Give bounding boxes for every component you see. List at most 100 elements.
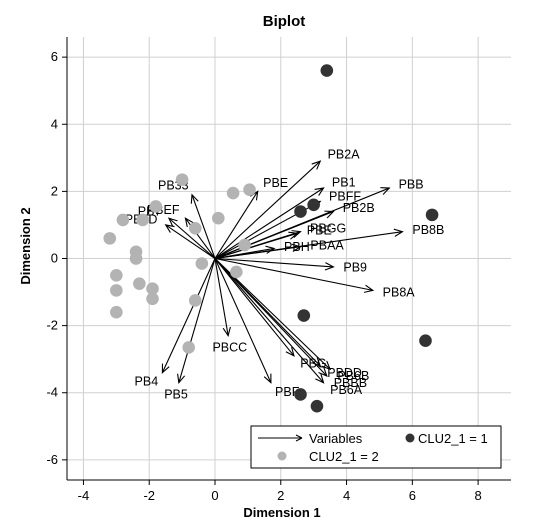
variable-label: PB1 <box>332 176 356 190</box>
cluster2-point <box>136 213 149 227</box>
variable-arrow-line <box>214 258 295 357</box>
cluster2-point <box>133 277 146 290</box>
cluster2-point <box>146 282 159 296</box>
variable-arrows: PB2APB1PBFFPBBPB2BPB8BPBGGPBEPBEPBAAPBHP… <box>125 147 445 401</box>
cluster2-point <box>188 221 202 235</box>
variable-label: PBE <box>263 176 288 190</box>
x-tick-label: 6 <box>409 488 416 503</box>
variable-label: PB2B <box>343 201 375 215</box>
legend: Variables CLU2_1 = 1 CLU2_1 = 2 <box>250 425 502 469</box>
variable-arrow-head <box>285 346 295 357</box>
variable-arrow-line <box>214 258 328 377</box>
variable-arrow-head <box>184 217 194 228</box>
legend-cluster2-label: CLU2_1 = 2 <box>309 449 379 464</box>
x-tick-label: 4 <box>343 488 350 503</box>
x-axis-title: Dimension 1 <box>243 505 320 520</box>
variable-arrow-line <box>214 258 272 383</box>
variable-arrow-head <box>291 230 302 239</box>
variable-arrow: PB2B <box>214 201 375 260</box>
variable-arrow-head <box>265 245 276 254</box>
y-tick-label: 6 <box>51 49 58 64</box>
cluster1-point <box>320 64 334 77</box>
variable-arrow-head <box>380 187 391 195</box>
variable-arrow-head <box>222 326 231 338</box>
variable-arrow: PBBB <box>214 258 367 390</box>
variable-arrow-head <box>318 367 328 377</box>
cluster2-point <box>116 213 130 227</box>
variable-arrow: PB1 <box>214 176 356 259</box>
variable-label: PB6B <box>337 369 369 383</box>
variable-label: PBF <box>275 385 300 399</box>
cluster2-point <box>110 268 123 282</box>
cluster2-point <box>238 238 251 252</box>
cluster2-point <box>243 183 256 197</box>
variable-arrow-line <box>214 257 373 291</box>
legend-variables-label: Variables <box>309 431 363 446</box>
variable-arrow-head <box>315 373 325 384</box>
variable-label: PB6A <box>330 383 363 397</box>
variable-arrow: PB4 <box>135 258 216 389</box>
legend-arrow-head <box>295 434 303 442</box>
y-axis-title: Dimension 2 <box>18 207 33 284</box>
cluster2-point <box>129 252 143 265</box>
variable-arrow: PBF <box>214 258 300 399</box>
variable-arrow-head <box>321 360 332 371</box>
variable-arrow-line <box>184 217 216 259</box>
variable-arrow-head <box>324 210 335 219</box>
x-tick-label: -2 <box>143 488 155 503</box>
cluster2-point <box>195 257 209 270</box>
variable-label: PB8A <box>383 285 416 299</box>
cluster2-point <box>211 211 225 225</box>
variable-arrow-line <box>214 258 324 384</box>
y-tick-label: 4 <box>51 116 58 131</box>
variable-arrow: PBCC <box>212 258 247 355</box>
cluster2-point <box>149 200 163 213</box>
cluster2-point <box>182 341 195 354</box>
cluster2-point <box>226 186 240 200</box>
x-tick-label: 8 <box>474 488 481 503</box>
cluster1-point <box>307 198 320 212</box>
variable-label: PB9 <box>343 261 367 275</box>
variable-label: PB4 <box>135 375 159 389</box>
cluster2-point <box>230 265 243 279</box>
variable-arrow-head <box>263 373 272 384</box>
variable-label: PBH <box>284 240 310 254</box>
cluster2-point <box>175 173 189 186</box>
legend-cluster2-marker <box>277 451 287 461</box>
x-tick-label: -4 <box>78 488 90 503</box>
observation-points <box>103 64 439 413</box>
variable-arrow: PBE <box>214 223 332 260</box>
y-tick-label: -6 <box>46 452 58 467</box>
variable-label: PB8B <box>412 223 444 237</box>
variable-arrow: PBH <box>214 240 310 260</box>
variable-arrow: PB2A <box>214 147 361 259</box>
variable-arrow-line <box>161 258 216 373</box>
variable-arrow-line <box>214 191 259 259</box>
variable-arrow-head <box>177 373 186 384</box>
variable-label: PB2A <box>328 147 361 161</box>
variable-arrow: PB6A <box>214 258 363 397</box>
cluster1-point <box>297 309 311 322</box>
variable-arrow-line <box>178 258 216 383</box>
cluster1-point <box>419 334 432 348</box>
variable-arrow-head <box>167 217 178 227</box>
legend-cluster1-marker <box>405 433 415 443</box>
variable-arrow: PB8A <box>214 257 416 299</box>
variable-label: PB5 <box>164 388 188 402</box>
variable-arrow: PB9 <box>214 257 367 275</box>
variable-arrow-line <box>214 257 334 268</box>
variable-arrow-line <box>165 224 216 259</box>
variable-arrow: PB5 <box>164 258 216 402</box>
x-tick-label: 2 <box>277 488 284 503</box>
cluster1-point <box>294 388 307 401</box>
variable-arrow-line <box>214 232 298 260</box>
variable-arrow-head <box>324 262 335 271</box>
variable-arrow-head <box>291 243 302 252</box>
variable-label: PBGG <box>310 222 346 236</box>
variable-arrow-head <box>363 284 375 293</box>
y-tick-label: 0 <box>51 251 58 266</box>
variable-arrow-line <box>168 217 216 259</box>
axes-layer: -4 -2 0 2 4 6 8 -6 -4 -2 0 2 4 6 <box>46 37 511 503</box>
variable-label: PBCC <box>212 341 247 355</box>
